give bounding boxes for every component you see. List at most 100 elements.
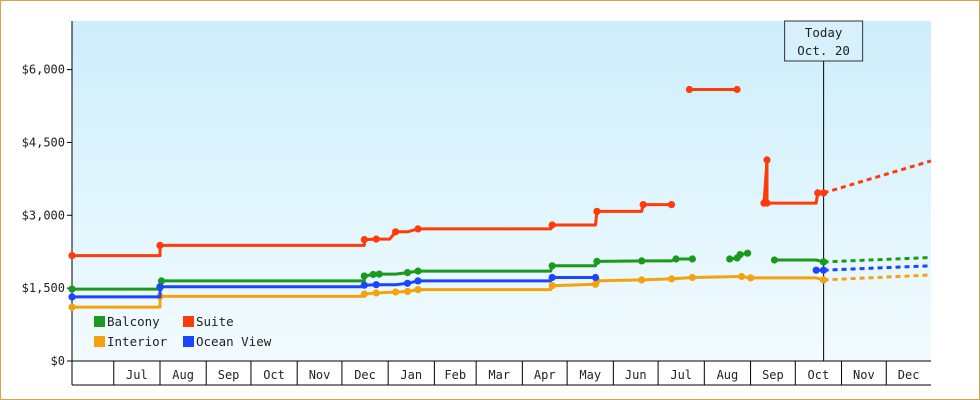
x-tick-label: Sep (762, 368, 784, 382)
suite-line-point (763, 156, 771, 164)
interior-line-point (747, 274, 755, 282)
balcony-line-point (638, 257, 646, 265)
x-tick-label: Dec (898, 368, 920, 382)
legend-label-ocean-view: Ocean View (196, 334, 272, 349)
suite-line (72, 203, 672, 258)
suite-line-point (360, 236, 368, 244)
suite-line-point (685, 85, 694, 94)
y-tick-label: $1,500 (22, 281, 65, 295)
interior-line-point (68, 303, 76, 311)
suite-line-point (639, 201, 647, 209)
legend-swatch-balcony (94, 316, 105, 327)
y-tick-label: $4,500 (22, 135, 65, 149)
balcony-line-point (770, 256, 779, 264)
suite-line-point (814, 189, 822, 197)
suite-line-point (156, 241, 164, 249)
suite-line-point (667, 201, 676, 209)
forecast-lines (823, 159, 932, 282)
x-tick-label: Aug (172, 368, 194, 382)
today-label: Today (805, 25, 843, 40)
balcony-line-point (820, 258, 828, 266)
balcony-line-point (375, 270, 383, 278)
interior-line-point (548, 282, 556, 290)
ocean-view-line-point (414, 277, 422, 285)
ocean-view-line-point (403, 279, 412, 287)
legend: Balcony Interior Suite Ocean View (94, 314, 272, 349)
legend-swatch-ocean-view (183, 336, 194, 347)
balcony-line-point (548, 262, 556, 270)
interior-line-point (414, 286, 422, 294)
balcony-line-point (593, 257, 601, 265)
interior-line-point (820, 276, 828, 284)
interior-line-point (738, 272, 746, 281)
x-tick-label: Jul (126, 368, 148, 382)
interior-line-point (667, 275, 676, 283)
balcony-line-point (369, 270, 377, 279)
balcony-line-point (68, 285, 76, 293)
x-tick-label: May (579, 368, 601, 382)
suite-line-point (392, 228, 400, 236)
plot-background (72, 21, 931, 361)
x-tick-label: Nov (853, 368, 875, 382)
today-box (784, 20, 864, 62)
today-marker: Today Oct. 20 (784, 20, 864, 361)
ocean-view-line-point (372, 281, 380, 289)
x-tick-label: Oct (263, 368, 285, 382)
balcony-line-point (360, 272, 368, 280)
suite-forecast-line (823, 159, 932, 195)
ocean-view-line-point (156, 283, 164, 291)
legend-label-balcony: Balcony (107, 314, 160, 329)
ocean-view-line-point (591, 273, 600, 282)
interior-line-point (638, 276, 646, 284)
balcony-line-point (726, 255, 734, 263)
ocean-view-line-point (360, 281, 368, 289)
suite-line-point (820, 189, 828, 197)
balcony-line-point (414, 267, 422, 275)
today-date: Oct. 20 (797, 43, 850, 58)
y-tick-label: $0 (51, 354, 65, 368)
suite-line-point (593, 207, 601, 215)
x-tick-label: Oct (808, 368, 830, 382)
x-tick-label: Sep (218, 368, 240, 382)
balcony-line-point (688, 255, 697, 263)
interior-line-point (403, 287, 412, 296)
y-tick-label: $6,000 (22, 63, 65, 77)
ocean-view-line-point (548, 273, 556, 282)
x-tick-label: Mar (488, 368, 510, 382)
x-tick-label: Aug (717, 368, 739, 382)
x-tick-label: Apr (534, 368, 556, 382)
series-lines (68, 85, 828, 311)
balcony-line-point (403, 269, 412, 277)
x-tick-label: Feb (444, 368, 466, 382)
suite-line-point (68, 252, 76, 260)
ocean-view-line-point (820, 266, 828, 274)
x-tick-label: Dec (354, 368, 376, 382)
x-tick-label: Jan (400, 368, 422, 382)
interior-line-point (688, 273, 697, 282)
balcony-line-point (744, 249, 752, 257)
axes: $0 $1,500 $3,000 $4,500 $6,000 Jul Aug Sep Oct No… (22, 21, 931, 386)
suite-line-point (548, 221, 556, 229)
y-tick-label: $3,000 (22, 208, 65, 222)
legend-swatch-suite (183, 316, 194, 327)
interior-line-point (372, 289, 380, 297)
suite-line-point (372, 235, 380, 243)
balcony-line-point (736, 251, 744, 259)
interior-line-point (392, 288, 400, 296)
suite-line-point (733, 85, 741, 94)
legend-label-interior: Interior (107, 334, 168, 349)
suite-line-point (763, 199, 771, 207)
legend-swatch-interior (94, 336, 105, 347)
balcony-line-point (672, 255, 680, 263)
x-tick-label: Jun (625, 368, 647, 382)
ocean-view-line-point (68, 293, 76, 301)
ocean-view-line-point (812, 266, 820, 274)
interior-line-point (360, 290, 368, 298)
balcony-line-point (157, 277, 166, 285)
legend-label-suite: Suite (196, 314, 234, 329)
suite-line-point (414, 225, 422, 233)
x-tick-label: Jul (670, 368, 692, 382)
x-tick-label: Nov (309, 368, 331, 382)
